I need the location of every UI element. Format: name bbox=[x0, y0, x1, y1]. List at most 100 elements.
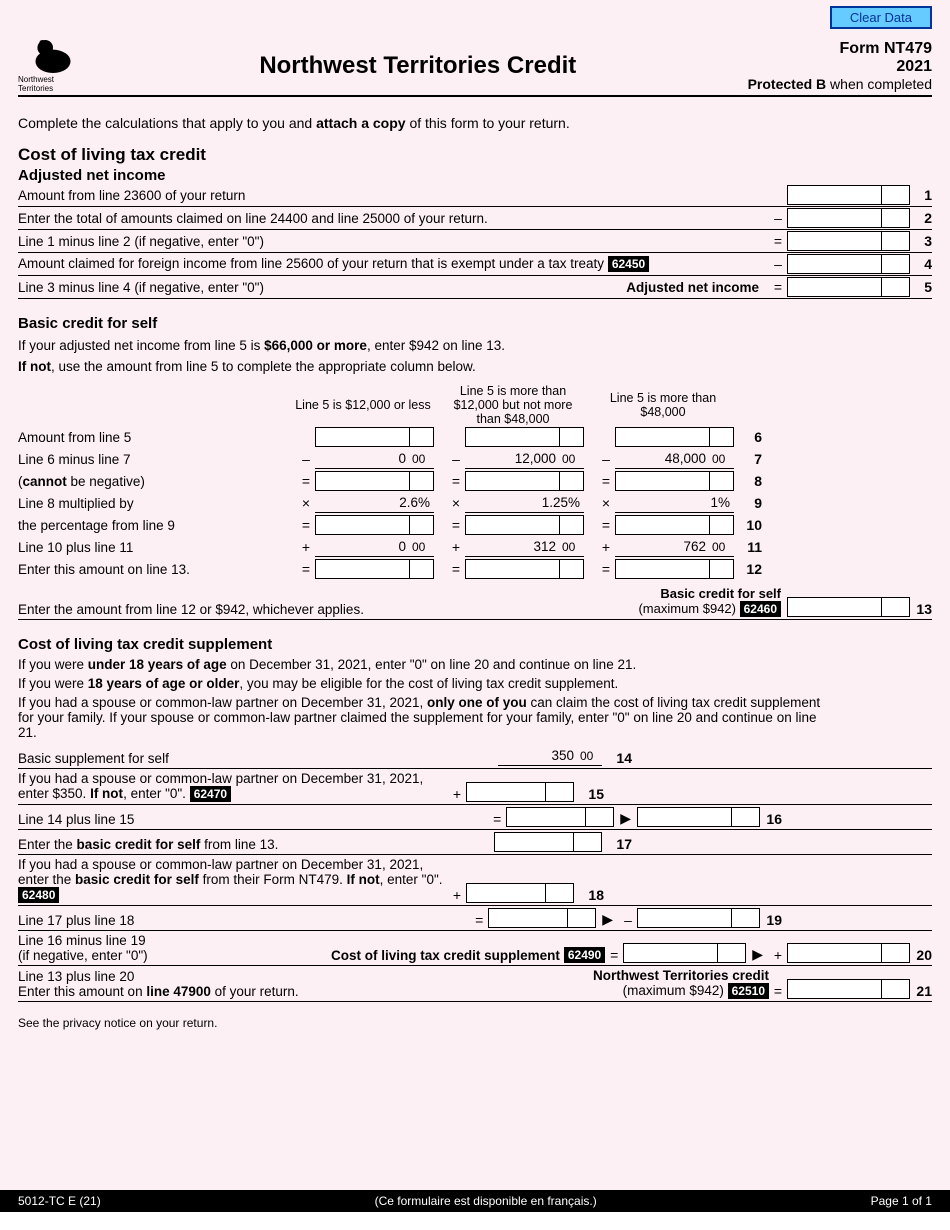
line-2-cents[interactable] bbox=[882, 208, 910, 228]
code-62460: 62460 bbox=[740, 601, 781, 617]
line-21-dollar[interactable] bbox=[787, 979, 882, 999]
logo-caption: Northwest Territories bbox=[18, 75, 88, 93]
line-5-label: Line 3 minus line 4 (if negative, enter … bbox=[18, 280, 626, 295]
footer-right: Page 1 of 1 bbox=[871, 1194, 932, 1208]
line-5-op: = bbox=[769, 279, 787, 295]
line-17-dollar[interactable] bbox=[494, 832, 574, 852]
line-4-num: 4 bbox=[910, 256, 932, 272]
line-19: Line 17 plus line 18 = ▶ – 19 bbox=[18, 906, 932, 931]
code-62470: 62470 bbox=[190, 786, 231, 802]
colhead-2: Line 5 is more than $12,000 but not more… bbox=[438, 384, 588, 426]
line-12-c3[interactable] bbox=[615, 559, 710, 579]
line-7-label-a: Line 6 minus line 7 bbox=[18, 452, 288, 467]
sub-supplement: Cost of living tax credit supplement bbox=[18, 636, 932, 653]
line-21: Line 13 plus line 20 Enter this amount o… bbox=[18, 966, 932, 1002]
arrow-icon: ▶ bbox=[746, 946, 769, 963]
code-62510: 62510 bbox=[728, 983, 769, 999]
supp-p3: If you had a spouse or common-law partne… bbox=[18, 695, 838, 740]
code-62490: 62490 bbox=[564, 947, 605, 963]
line-18-dollar[interactable] bbox=[466, 883, 546, 903]
line-4-cents[interactable] bbox=[882, 254, 910, 274]
line-17-num: 17 bbox=[602, 836, 632, 852]
line-14-label: Basic supplement for self bbox=[18, 751, 498, 766]
intro-text: Complete the calculations that apply to … bbox=[18, 115, 932, 131]
line-1-dollar[interactable] bbox=[787, 185, 882, 205]
calc-table: Line 5 is $12,000 or less Line 5 is more… bbox=[18, 384, 932, 580]
line-20-bold: Cost of living tax credit supplement bbox=[331, 948, 564, 963]
line-4-dollar[interactable] bbox=[787, 254, 882, 274]
line-5-cents[interactable] bbox=[882, 277, 910, 297]
bottom-bar: 5012-TC E (21) (Ce formulaire est dispon… bbox=[0, 1190, 950, 1212]
line-8-c1[interactable] bbox=[315, 471, 410, 491]
line-16-label: Line 14 plus line 15 bbox=[18, 812, 488, 827]
line-16-num: 16 bbox=[760, 811, 782, 827]
line-7-c1: 0 bbox=[315, 449, 410, 469]
line-8-num: 8 bbox=[738, 473, 762, 489]
line-7: Line 6 minus line 7 –000 –12,00000 –48,0… bbox=[18, 448, 932, 470]
line-10-c3[interactable] bbox=[615, 515, 710, 535]
line-2-num: 2 bbox=[910, 210, 932, 226]
logo: Northwest Territories bbox=[18, 38, 88, 93]
code-62480: 62480 bbox=[18, 887, 59, 903]
line-1-cents[interactable] bbox=[882, 185, 910, 205]
privacy-note: See the privacy notice on your return. bbox=[18, 1016, 932, 1030]
line-15: If you had a spouse or common-law partne… bbox=[18, 769, 932, 805]
line-17-label: Enter the basic credit for self from lin… bbox=[18, 837, 494, 852]
arrow-icon: ▶ bbox=[596, 911, 619, 928]
line-12-c1[interactable] bbox=[315, 559, 410, 579]
line-18: If you had a spouse or common-law partne… bbox=[18, 855, 932, 906]
line-3-cents[interactable] bbox=[882, 231, 910, 251]
line-13-right: Basic credit for self (maximum $942) 624… bbox=[638, 586, 781, 617]
line-20-mid-dollar[interactable] bbox=[623, 943, 718, 963]
line-6-c1[interactable] bbox=[315, 427, 410, 447]
line-12-c2[interactable] bbox=[465, 559, 560, 579]
form-number: Form NT479 bbox=[748, 40, 932, 58]
line-1: Amount from line 23600 of your return 1 bbox=[18, 184, 932, 207]
line-3-num: 3 bbox=[910, 233, 932, 249]
header-row: Northwest Territories Northwest Territor… bbox=[18, 38, 932, 97]
line-3-dollar[interactable] bbox=[787, 231, 882, 251]
line-4-label: Amount claimed for foreign income from l… bbox=[18, 256, 769, 272]
line-21-num: 21 bbox=[910, 983, 932, 999]
basic-p1: If your adjusted net income from line 5 … bbox=[18, 338, 932, 353]
line-7-c3: 48,000 bbox=[615, 449, 710, 469]
line-13-cents[interactable] bbox=[882, 597, 910, 617]
line-13-label: Enter the amount from line 12 or $942, w… bbox=[18, 602, 364, 617]
line-9: Line 8 multiplied by ×2.6% ×1.25% ×1% 9 bbox=[18, 492, 932, 514]
line-18-num: 18 bbox=[574, 887, 604, 903]
line-15-cents[interactable] bbox=[546, 782, 574, 802]
line-1-label: Amount from line 23600 of your return bbox=[18, 188, 787, 203]
supp-p1: If you were under 18 years of age on Dec… bbox=[18, 657, 932, 672]
calc-head: Line 5 is $12,000 or less Line 5 is more… bbox=[18, 384, 932, 426]
line-6-c3[interactable] bbox=[615, 427, 710, 447]
line-10: the percentage from line 9 = = = 10 bbox=[18, 514, 932, 536]
section-cost-of-living: Cost of living tax credit bbox=[18, 145, 932, 165]
clear-data-button[interactable]: Clear Data bbox=[830, 6, 932, 29]
line-9-c2: 1.25% bbox=[465, 493, 584, 513]
line-8-c2[interactable] bbox=[465, 471, 560, 491]
line-20-dollar[interactable] bbox=[787, 943, 882, 963]
line-7-c2: 12,000 bbox=[465, 449, 560, 469]
line-10-c1[interactable] bbox=[315, 515, 410, 535]
line-19-dollar[interactable] bbox=[637, 908, 732, 928]
line-11-label-a: Line 10 plus line 11 bbox=[18, 540, 288, 555]
line-13-dollar[interactable] bbox=[787, 597, 882, 617]
line-14-cents: 00 bbox=[578, 746, 602, 766]
line-2-dollar[interactable] bbox=[787, 208, 882, 228]
line-7-label-b: (cannot be negative) bbox=[18, 474, 288, 489]
line-20-label: Line 16 minus line 19 (if negative, ente… bbox=[18, 933, 331, 963]
line-5: Line 3 minus line 4 (if negative, enter … bbox=[18, 276, 932, 299]
line-8-c3[interactable] bbox=[615, 471, 710, 491]
line-16-dollar[interactable] bbox=[637, 807, 732, 827]
line-19-mid-dollar[interactable] bbox=[488, 908, 568, 928]
line-10-c2[interactable] bbox=[465, 515, 560, 535]
line-14-dollar: 350 bbox=[498, 746, 578, 766]
line-9-c1: 2.6% bbox=[315, 493, 434, 513]
line-6-c2[interactable] bbox=[465, 427, 560, 447]
line-19-label: Line 17 plus line 18 bbox=[18, 913, 470, 928]
adjusted-net-income-label: Adjusted net income bbox=[626, 280, 769, 295]
line-15-dollar[interactable] bbox=[466, 782, 546, 802]
line-5-dollar[interactable] bbox=[787, 277, 882, 297]
line-16-mid-dollar[interactable] bbox=[506, 807, 586, 827]
footer-left: 5012-TC E (21) bbox=[18, 1194, 101, 1208]
